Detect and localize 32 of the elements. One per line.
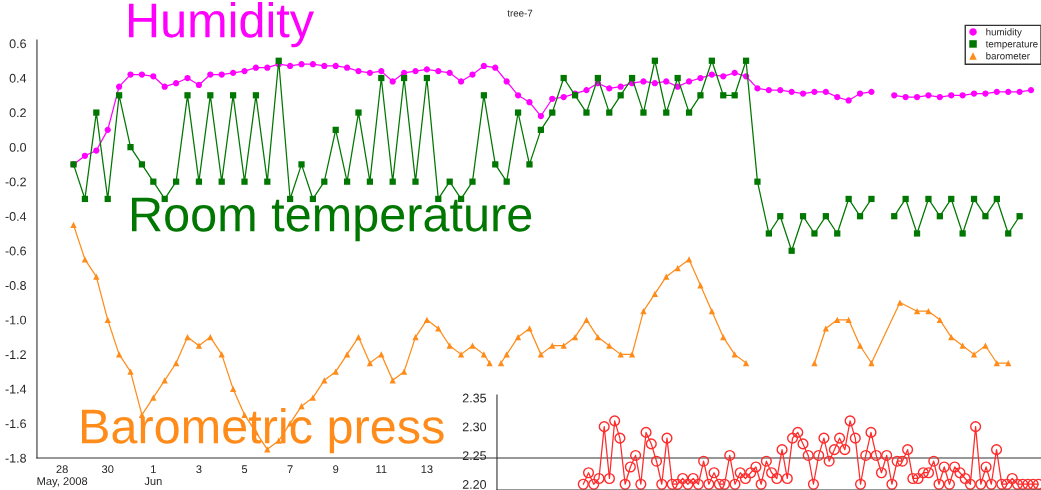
y-tick-label: 2.20 (462, 480, 487, 489)
y-tick-label: 2.30 (462, 422, 487, 432)
y-tick-label: -0.6 (5, 246, 26, 256)
y-tick-label: 0.4 (9, 73, 27, 83)
x-tick-label: 5 (241, 465, 248, 474)
y-tick-label: -1.6 (5, 419, 26, 429)
chart-title: tree-7 (507, 9, 533, 17)
x-tick-label: 7 (287, 465, 293, 473)
y-tick-label: 0.0 (9, 142, 27, 152)
y-tick-label: -1.0 (5, 315, 27, 325)
y-tick-label: -0.8 (5, 281, 26, 290)
y-tick-label: 2.25 (462, 451, 487, 461)
x-tick-label: 1 Jun (144, 465, 162, 486)
y-tick-label: -1.4 (5, 384, 27, 394)
x-tick-label: 11 (376, 465, 387, 473)
x-tick-label: 30 (101, 465, 114, 474)
legend-label: barometer (986, 52, 1030, 60)
x-tick-label: 28 May, 2008 (37, 465, 88, 488)
legend-label: temperature (985, 41, 1038, 50)
x-tick-label: 9 (333, 465, 339, 474)
x-tick-label: 3 (196, 465, 202, 474)
y-tick-label: -1.2 (5, 350, 26, 359)
y-tick-label: 2.35 (462, 393, 487, 403)
legend-label: humidity (986, 28, 1022, 38)
y-tick-label: -0.2 (5, 177, 26, 187)
annotation: Room temperature (131, 197, 532, 242)
y-tick-label: -0.4 (5, 212, 27, 221)
y-tick-label: 0.2 (9, 108, 26, 118)
annotation: Humidity (128, 2, 314, 48)
y-tick-label: -1.8 (5, 453, 26, 463)
x-tick-label: 13 (421, 465, 433, 474)
y-tick-label: 0.6 (9, 39, 26, 49)
